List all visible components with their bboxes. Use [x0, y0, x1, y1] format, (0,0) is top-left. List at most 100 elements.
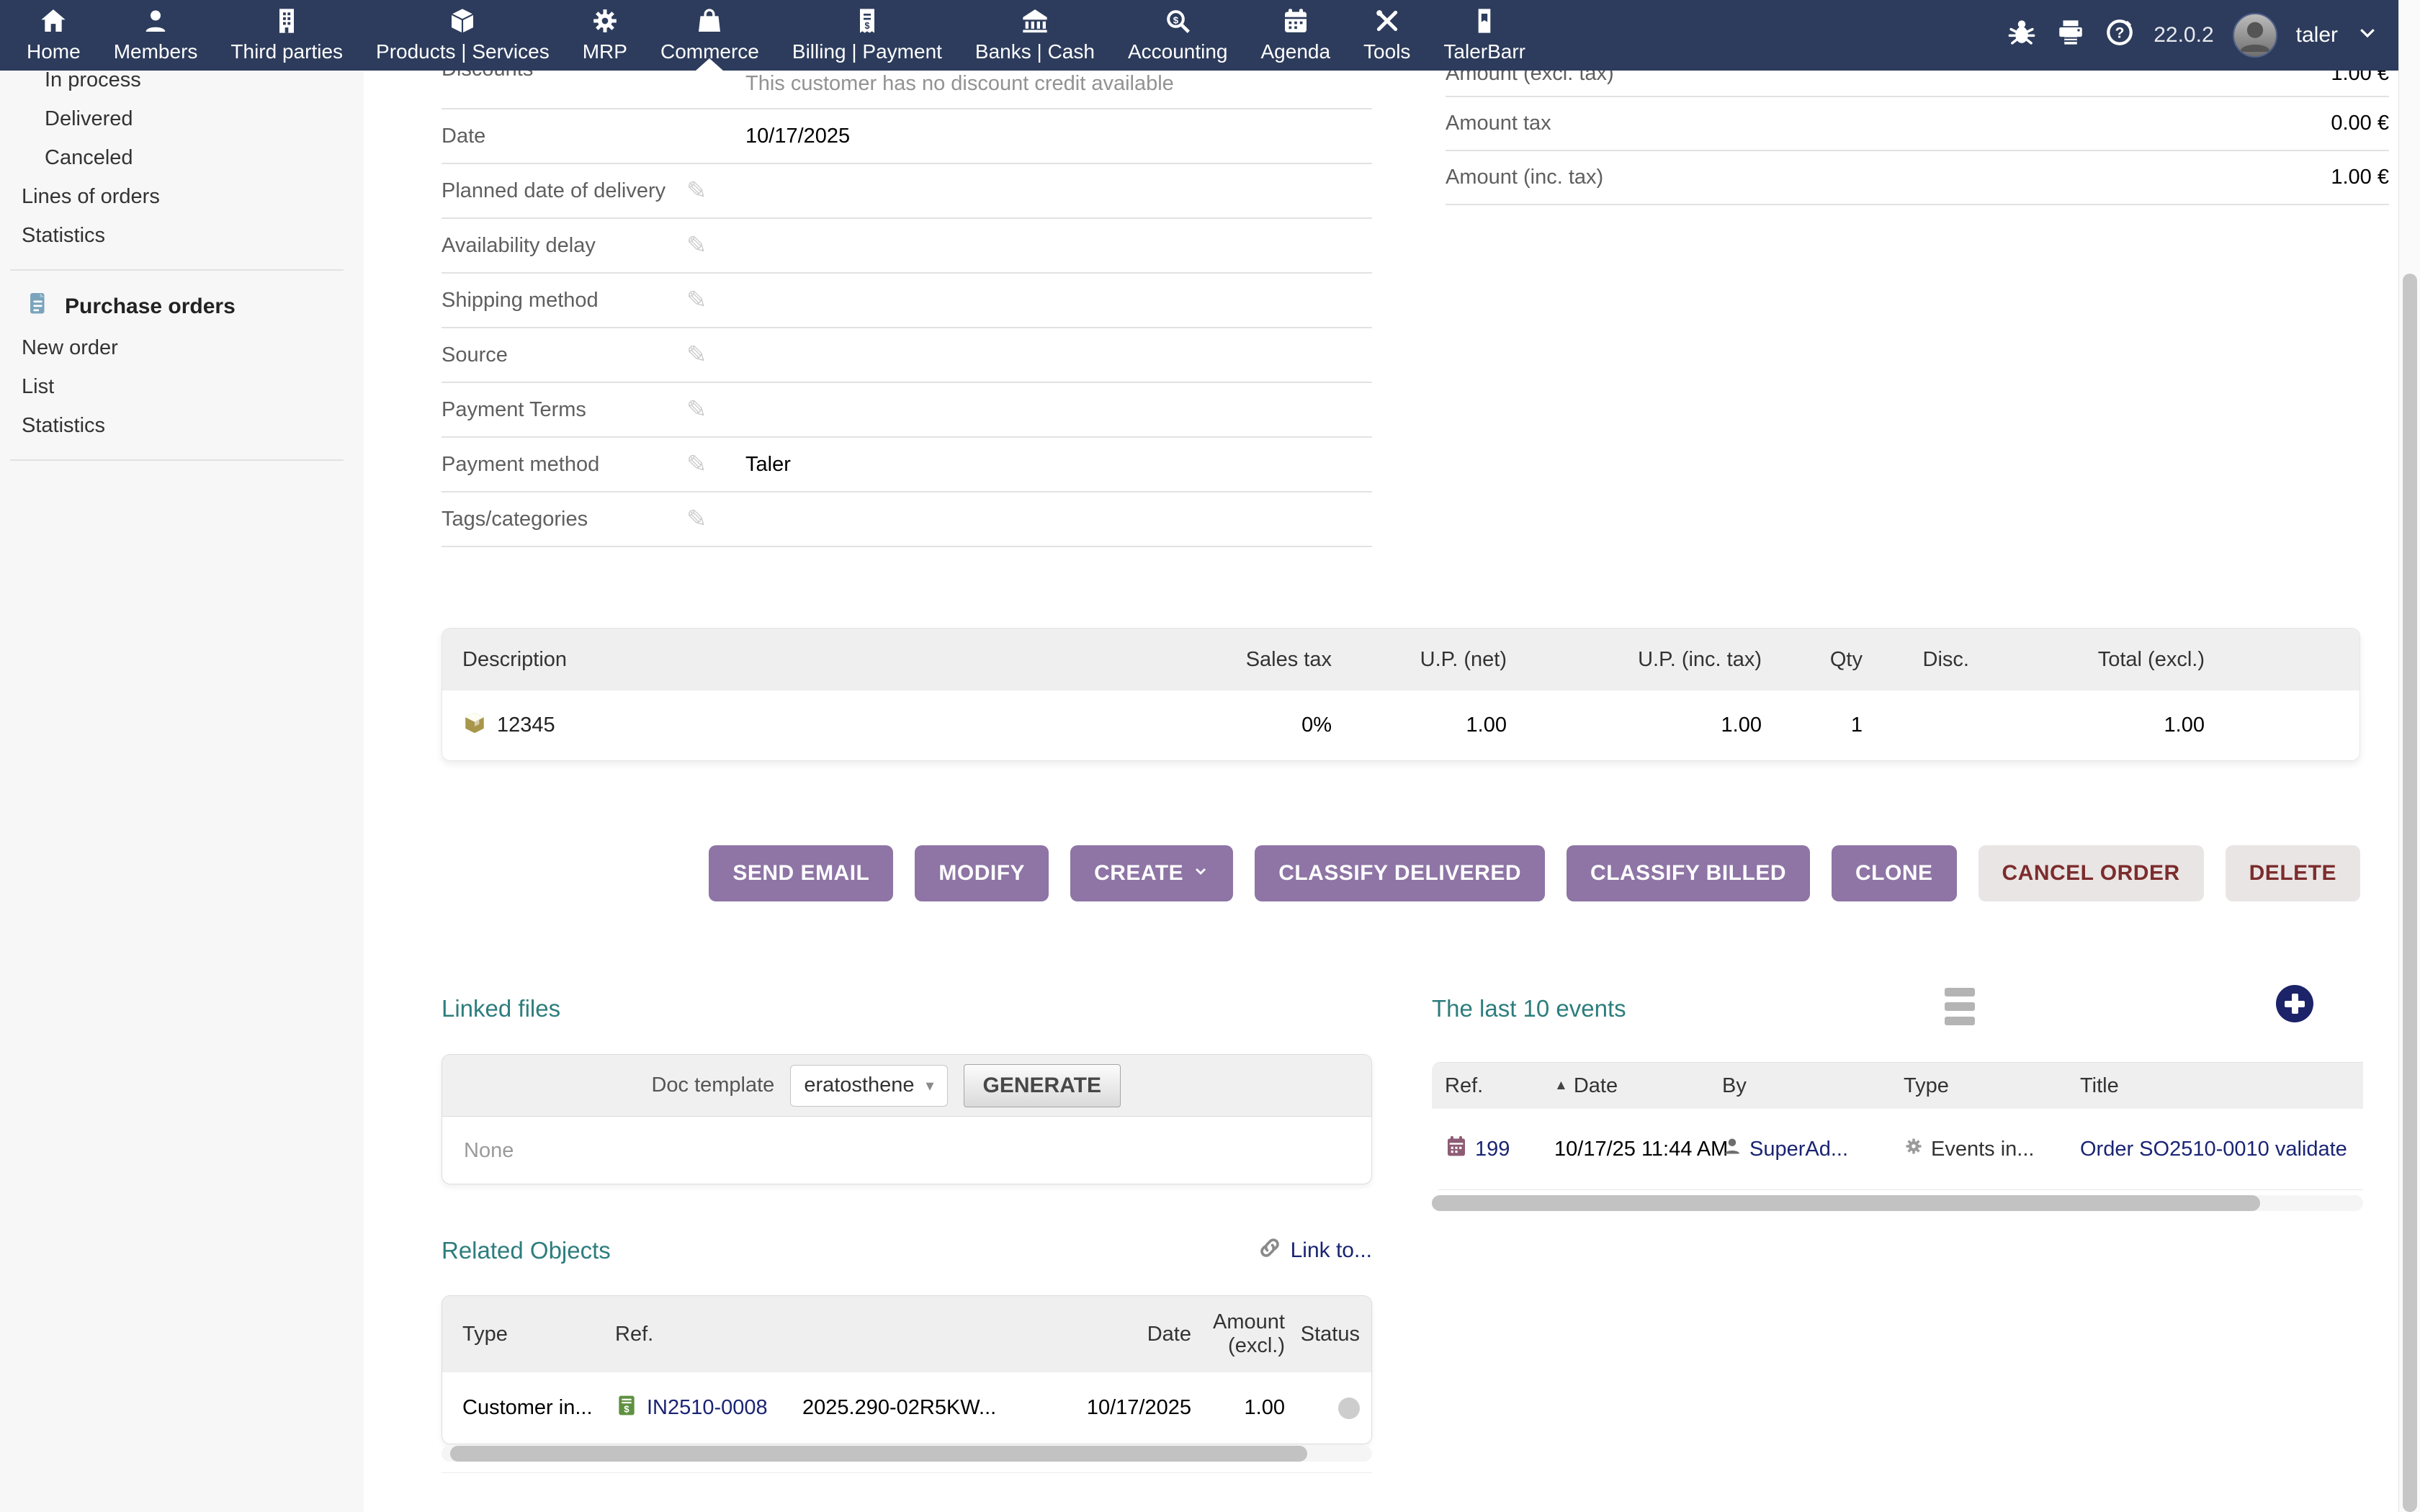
create-button[interactable]: CREATE — [1070, 845, 1234, 901]
events-hscrollbar[interactable] — [1432, 1195, 2363, 1211]
field-row-source: Source ✎ — [442, 328, 1372, 383]
related-objects-table: Type Ref. Date Amount (excl.) Status Cus… — [442, 1295, 1372, 1444]
line-total: 1.00 — [2164, 714, 2205, 737]
sidebar-item-list[interactable]: List — [22, 375, 55, 398]
sidebar-item-lines-of-orders[interactable]: Lines of orders — [22, 185, 160, 208]
print-icon[interactable] — [2056, 17, 2086, 53]
edit-pencil-icon[interactable]: ✎ — [686, 177, 707, 204]
tools-icon — [1373, 4, 1402, 35]
sidebar-item-canceled[interactable]: Canceled — [45, 146, 133, 169]
related-row[interactable]: Customer in... $ IN2510-0008 2025.290-02… — [442, 1372, 1371, 1444]
event-ref-link[interactable]: 199 — [1475, 1137, 1510, 1161]
field-row-payment-method: Payment method ✎ Taler — [442, 438, 1372, 492]
events-col-date[interactable]: ▲ Date — [1554, 1074, 1618, 1097]
nav-item-billing-payment[interactable]: $ Billing | Payment — [776, 0, 959, 71]
link-to-button[interactable]: Link to... — [1258, 1236, 1372, 1266]
help-icon[interactable]: ? — [2105, 17, 2135, 53]
event-by-link[interactable]: SuperAd... — [1749, 1137, 1849, 1161]
event-type: Events in... — [1931, 1137, 2035, 1161]
order-line-row[interactable]: 12345 0% 1.00 1.00 1 1.00 — [442, 690, 2360, 760]
edit-pencil-icon[interactable]: ✎ — [686, 396, 707, 423]
select-arrow-icon: ▾ — [926, 1076, 934, 1094]
event-row[interactable]: 199 10/17/25 11:44 AM SuperAd... Events … — [1432, 1109, 2363, 1190]
gears-icon — [591, 4, 619, 35]
sidebar-item-in-process[interactable]: In process — [45, 68, 141, 91]
clone-button[interactable]: CLONE — [1832, 845, 1957, 901]
events-list-view-icon[interactable] — [1945, 988, 1975, 1031]
doc-template-select[interactable]: eratosthene ▾ — [790, 1064, 948, 1107]
events-col-title[interactable]: Title — [2080, 1074, 2119, 1097]
product-ref-link[interactable]: 12345 — [497, 714, 555, 737]
avatar[interactable] — [2232, 13, 2277, 58]
members-icon — [141, 4, 170, 35]
nav-item-accounting[interactable]: $ Accounting — [1111, 0, 1245, 71]
bug-report-icon[interactable] — [2007, 17, 2037, 53]
status-dot — [1338, 1397, 1360, 1419]
user-chevron-down-icon[interactable] — [2357, 22, 2378, 49]
nav-item-talerbarr[interactable]: TalerBarr — [1427, 0, 1542, 71]
sidebar-item-new-order[interactable]: New order — [22, 336, 118, 359]
events-col-by[interactable]: By — [1722, 1074, 1747, 1097]
related-col-date: Date — [1147, 1322, 1191, 1346]
create-button-label: CREATE — [1094, 861, 1184, 885]
field-value: Taler — [745, 452, 791, 476]
col-up-inc: U.P. (inc. tax) — [1638, 647, 1762, 671]
doc-template-value: eratosthene — [804, 1074, 915, 1097]
nav-item-mrp[interactable]: MRP — [566, 0, 644, 71]
field-label: Tags/categories — [442, 507, 588, 531]
talerbarr-icon — [1470, 4, 1499, 35]
svg-text:$: $ — [864, 21, 869, 31]
classify-billed-button[interactable]: CLASSIFY BILLED — [1567, 845, 1810, 901]
bank-icon — [1021, 4, 1049, 35]
field-label: Availability delay — [442, 233, 596, 257]
gear-icon — [1904, 1136, 1924, 1162]
cancel-order-button[interactable]: CANCEL ORDER — [1978, 845, 2204, 901]
amount-row-tax: Amount tax 0.00 € — [1446, 97, 2389, 151]
order-lines-header: Description Sales tax U.P. (net) U.P. (i… — [442, 629, 2360, 690]
svg-text:$: $ — [624, 1403, 629, 1414]
edit-pencil-icon[interactable]: ✎ — [686, 287, 707, 314]
home-icon — [39, 4, 68, 35]
nav-item-home[interactable]: Home — [10, 0, 97, 71]
action-buttons: SEND EMAIL MODIFY CREATE CLASSIFY DELIVE… — [442, 845, 2360, 901]
vscrollbar-thumb[interactable] — [2403, 274, 2417, 1512]
field-label: Shipping method — [442, 288, 599, 312]
edit-pencil-icon[interactable]: ✎ — [686, 505, 707, 533]
sidebar-header-purchase-orders[interactable]: Purchase orders — [0, 285, 364, 328]
event-title-link[interactable]: Order SO2510-0010 validate — [2080, 1137, 2347, 1161]
events-header: Ref. ▲ Date By Type Title — [1432, 1063, 2363, 1109]
send-email-button[interactable]: SEND EMAIL — [709, 845, 894, 901]
modify-button[interactable]: MODIFY — [915, 845, 1049, 901]
user-icon — [1722, 1136, 1742, 1162]
delete-button[interactable]: DELETE — [2225, 845, 2360, 901]
nav-item-tools[interactable]: Tools — [1347, 0, 1427, 71]
edit-pencil-icon[interactable]: ✎ — [686, 341, 707, 369]
user-menu[interactable]: taler — [2295, 23, 2338, 47]
field-row-date: Date 10/17/2025 — [442, 109, 1372, 164]
section-divider — [442, 1472, 1372, 1473]
sidebar-item-statistics[interactable]: Statistics — [22, 224, 106, 247]
nav-item-products-services[interactable]: Products | Services — [359, 0, 566, 71]
linked-files-title: Linked files — [442, 995, 561, 1022]
doc-template-label: Doc template — [651, 1074, 775, 1097]
nav-item-third-parties[interactable]: Third parties — [214, 0, 359, 71]
nav-item-banks-cash[interactable]: Banks | Cash — [959, 0, 1111, 71]
events-col-ref[interactable]: Ref. — [1445, 1074, 1484, 1097]
classify-delivered-button[interactable]: CLASSIFY DELIVERED — [1255, 845, 1546, 901]
sidebar-item-purchase-statistics[interactable]: Statistics — [22, 414, 106, 437]
related-col-type: Type — [462, 1322, 508, 1346]
related-ref-link[interactable]: IN2510-0008 — [647, 1396, 768, 1419]
edit-pencil-icon[interactable]: ✎ — [686, 451, 707, 478]
nav-item-members[interactable]: Members — [97, 0, 215, 71]
page-vscrollbar[interactable] — [2398, 0, 2420, 1512]
nav-item-agenda[interactable]: Agenda — [1245, 0, 1348, 71]
nav-item-commerce[interactable]: Commerce — [644, 0, 776, 71]
events-col-type[interactable]: Type — [1904, 1074, 1949, 1097]
related-hscrollbar[interactable] — [442, 1446, 1372, 1462]
add-event-button[interactable] — [2276, 985, 2313, 1022]
sidebar-item-delivered[interactable]: Delivered — [45, 107, 133, 130]
edit-pencil-icon[interactable]: ✎ — [686, 232, 707, 259]
link-to-label: Link to... — [1290, 1238, 1372, 1262]
related-header: Type Ref. Date Amount (excl.) Status — [442, 1296, 1371, 1372]
generate-button[interactable]: GENERATE — [963, 1063, 1121, 1107]
